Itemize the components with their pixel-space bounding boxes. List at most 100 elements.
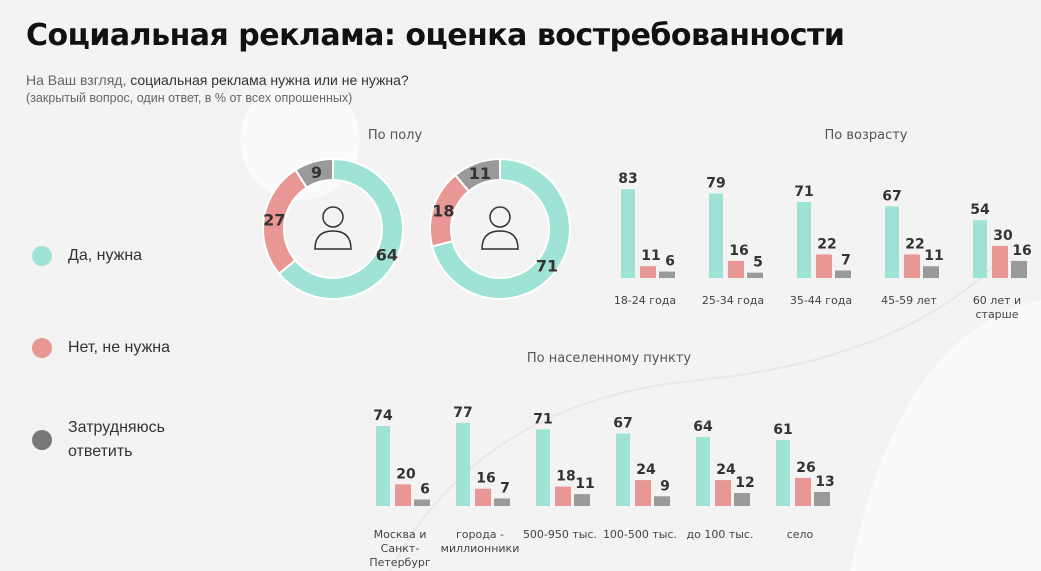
legend-hard: Затрудняюсь ответить	[32, 416, 212, 464]
donut-value: 9	[311, 163, 322, 182]
bar	[728, 260, 744, 278]
category-label: до 100 тыс.	[687, 528, 754, 541]
legend-dot-hard	[32, 430, 52, 450]
bar-value: 22	[905, 236, 924, 252]
category-label: 100-500 тыс.	[603, 528, 677, 541]
bar-value: 16	[476, 471, 495, 487]
category-label: миллионники	[441, 542, 520, 555]
bar	[635, 480, 651, 506]
bar	[835, 270, 851, 278]
bar-value: 7	[500, 480, 510, 496]
page-title: Социальная реклама: оценка востребованно…	[26, 18, 845, 53]
bar-value: 24	[716, 462, 736, 478]
bar-value: 11	[641, 248, 660, 264]
bar	[536, 429, 550, 506]
chart-title-gender: По полу	[368, 128, 423, 143]
donut-value: 27	[263, 211, 285, 230]
bar-value: 11	[575, 476, 594, 492]
bar	[414, 499, 430, 506]
bar-value: 71	[794, 184, 813, 200]
chart-title-age: По возрасту	[824, 128, 907, 143]
bar-value: 6	[665, 254, 675, 270]
bar	[621, 189, 635, 278]
bar	[1011, 260, 1027, 278]
bar-value: 30	[993, 228, 1013, 244]
bar	[734, 493, 750, 506]
bar-value: 74	[373, 408, 393, 424]
bar-value: 24	[636, 462, 656, 478]
bar-value: 12	[735, 475, 754, 491]
bar	[709, 193, 723, 278]
category-label: 500-950 тыс.	[523, 528, 597, 541]
category-label: 35-44 года	[790, 294, 852, 307]
question: На Ваш взгляд, социальная реклама нужна …	[26, 72, 409, 88]
bar	[456, 422, 470, 506]
donut-slice	[294, 157, 334, 190]
bar	[395, 484, 411, 506]
donut-value: 64	[376, 245, 398, 264]
donut-value: 71	[536, 256, 558, 275]
question-note: (закрытый вопрос, один ответ, в % от все…	[26, 91, 353, 105]
legend-no: Нет, не нужна	[32, 338, 170, 358]
donut-slice	[277, 157, 404, 300]
person-body-icon	[481, 230, 519, 250]
bar	[904, 254, 920, 278]
bar	[654, 496, 670, 506]
bar	[992, 245, 1008, 278]
bar-value: 67	[613, 416, 632, 432]
legend-yes: Да, нужна	[32, 246, 142, 266]
legend-dot-no	[32, 338, 52, 358]
bar-value: 9	[660, 478, 670, 494]
category-label: города -	[456, 528, 504, 541]
bar	[885, 206, 899, 278]
bar	[973, 220, 987, 278]
bar-value: 67	[882, 188, 901, 204]
bar-value: 54	[970, 202, 990, 218]
category-label: село	[787, 528, 814, 541]
bar-value: 20	[396, 466, 416, 482]
bar	[376, 426, 390, 506]
category-label: 18-24 года	[614, 294, 676, 307]
bar	[640, 266, 656, 278]
bar-value: 22	[817, 236, 836, 252]
bar	[814, 491, 830, 506]
bar-value: 18	[556, 469, 575, 485]
bar-value: 61	[773, 422, 792, 438]
bar	[659, 271, 675, 278]
bar	[616, 433, 630, 506]
bar-value: 16	[1012, 243, 1031, 259]
bar	[555, 486, 571, 506]
bar-value: 64	[693, 419, 713, 435]
bar	[747, 272, 763, 278]
bar-value: 5	[753, 255, 763, 271]
bar-value: 11	[924, 248, 943, 264]
bar-value: 6	[420, 482, 430, 498]
bar-value: 13	[815, 474, 834, 490]
category-label: 60 лет и	[973, 294, 1021, 307]
bar-value: 83	[618, 171, 637, 187]
category-label: Петербург	[369, 556, 430, 569]
male-icon	[322, 206, 344, 228]
bar	[715, 480, 731, 506]
bar	[696, 436, 710, 506]
bar-value: 26	[796, 460, 815, 476]
bar	[776, 440, 790, 506]
bar	[494, 498, 510, 506]
donut-slice	[453, 157, 501, 193]
bar	[574, 494, 590, 506]
donut-value: 18	[432, 202, 454, 221]
donut-value: 11	[469, 164, 491, 183]
category-label: Москва и	[374, 528, 427, 541]
bar	[797, 202, 811, 278]
category-label: старше	[975, 308, 1018, 321]
bar	[795, 477, 811, 506]
bar-value: 77	[453, 405, 472, 421]
bar-value: 79	[706, 175, 725, 191]
donut-slice	[430, 157, 571, 300]
category-label: 45-59 лет	[881, 294, 937, 307]
bar-value: 16	[729, 243, 748, 259]
bar	[923, 266, 939, 278]
bar-value: 7	[841, 253, 851, 269]
chart-title-settlement: По населенному пункту	[527, 351, 691, 366]
